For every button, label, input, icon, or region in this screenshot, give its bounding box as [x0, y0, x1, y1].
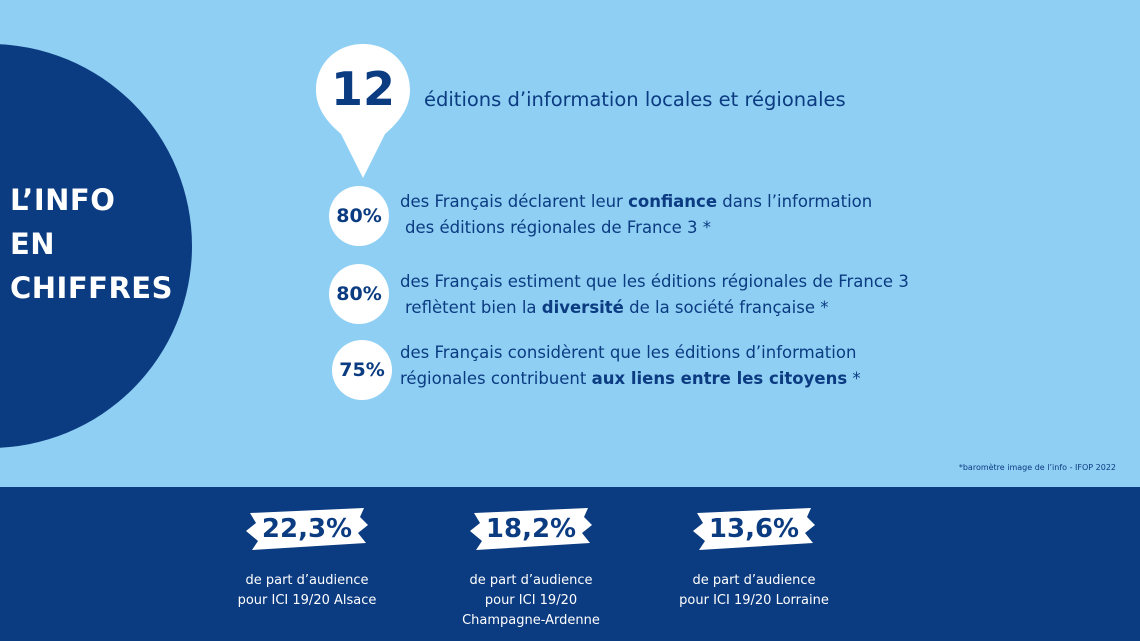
stat-text-1: des Français déclarent leur confiance da… [400, 189, 872, 241]
audience-description: de part d’audience pour ICI 19/20 Lorrai… [654, 571, 854, 611]
audience-panel: 22,3% de part d’audience pour ICI 19/20 … [0, 487, 1140, 641]
audience-line-3: Champagne-Ardenne [462, 613, 600, 628]
stat-text-3: des Français considèrent que les édition… [400, 340, 861, 392]
stat-1-line1-pre: des Français déclarent leur [400, 192, 629, 211]
section-title: L’INFO EN CHIFFRES [10, 178, 173, 310]
audience-value: 18,2% [485, 514, 577, 544]
brush-stroke-icon: 13,6% [691, 505, 817, 553]
audience-line-1: de part d’audience [692, 573, 816, 588]
stat-3-line2-pre: régionales contribuent [400, 369, 592, 388]
audience-value: 22,3% [261, 514, 353, 544]
title-line-3: CHIFFRES [10, 271, 173, 305]
stat-2-line1-pre: des Français estiment que les éditions r… [400, 272, 909, 291]
audience-value: 13,6% [708, 514, 800, 544]
title-line-1: L’INFO [10, 183, 116, 217]
stat-1-line1-post: dans l’information [717, 192, 873, 211]
audience-line-2: pour ICI 19/20 [484, 593, 578, 608]
stat-badge-3: 75% [332, 340, 392, 400]
audience-line-1: de part d’audience [469, 573, 593, 588]
audience-champagne: 18,2% de part d’audience pour ICI 19/20 … [431, 505, 631, 631]
audience-line-1: de part d’audience [245, 573, 369, 588]
stat-2-line2-post: de la société française * [623, 298, 829, 317]
audience-description: de part d’audience pour ICI 19/20 Champa… [431, 571, 631, 631]
audience-line-2: pour ICI 19/20 Lorraine [679, 593, 829, 608]
stat-3-line2-bold: aux liens entre les citoyens [591, 369, 848, 388]
stat-badge-1: 80% [329, 186, 389, 246]
upper-panel: L’INFO EN CHIFFRES 12 éditions d’informa… [0, 44, 1116, 472]
location-pin-icon [316, 44, 410, 178]
audience-alsace: 22,3% de part d’audience pour ICI 19/20 … [207, 505, 407, 611]
source-footnote: *baromètre image de l’info - IFOP 2022 [958, 463, 1116, 472]
audience-lorraine: 13,6% de part d’audience pour ICI 19/20 … [654, 505, 854, 611]
audience-description: de part d’audience pour ICI 19/20 Alsace [207, 571, 407, 611]
stat-1-line2-pre: des éditions régionales de France 3 * [405, 218, 711, 237]
editions-label: éditions d’information locales et région… [424, 88, 846, 111]
stat-2-line2-bold: diversité [541, 298, 624, 317]
stat-text-2: des Français estiment que les éditions r… [400, 269, 909, 321]
audience-line-2: pour ICI 19/20 Alsace [237, 593, 377, 608]
brush-stroke-icon: 18,2% [468, 505, 594, 553]
stat-badge-2: 80% [329, 264, 389, 324]
stat-2-line2-pre: reflètent bien la [405, 298, 542, 317]
brush-stroke-icon: 22,3% [244, 505, 370, 553]
editions-count: 12 [330, 62, 395, 116]
stat-1-line1-bold: confiance [628, 192, 718, 211]
title-line-2: EN [10, 227, 56, 261]
stat-3-line1-pre: des Français considèrent que les édition… [400, 343, 857, 362]
stat-3-line2-post: * [847, 369, 861, 388]
